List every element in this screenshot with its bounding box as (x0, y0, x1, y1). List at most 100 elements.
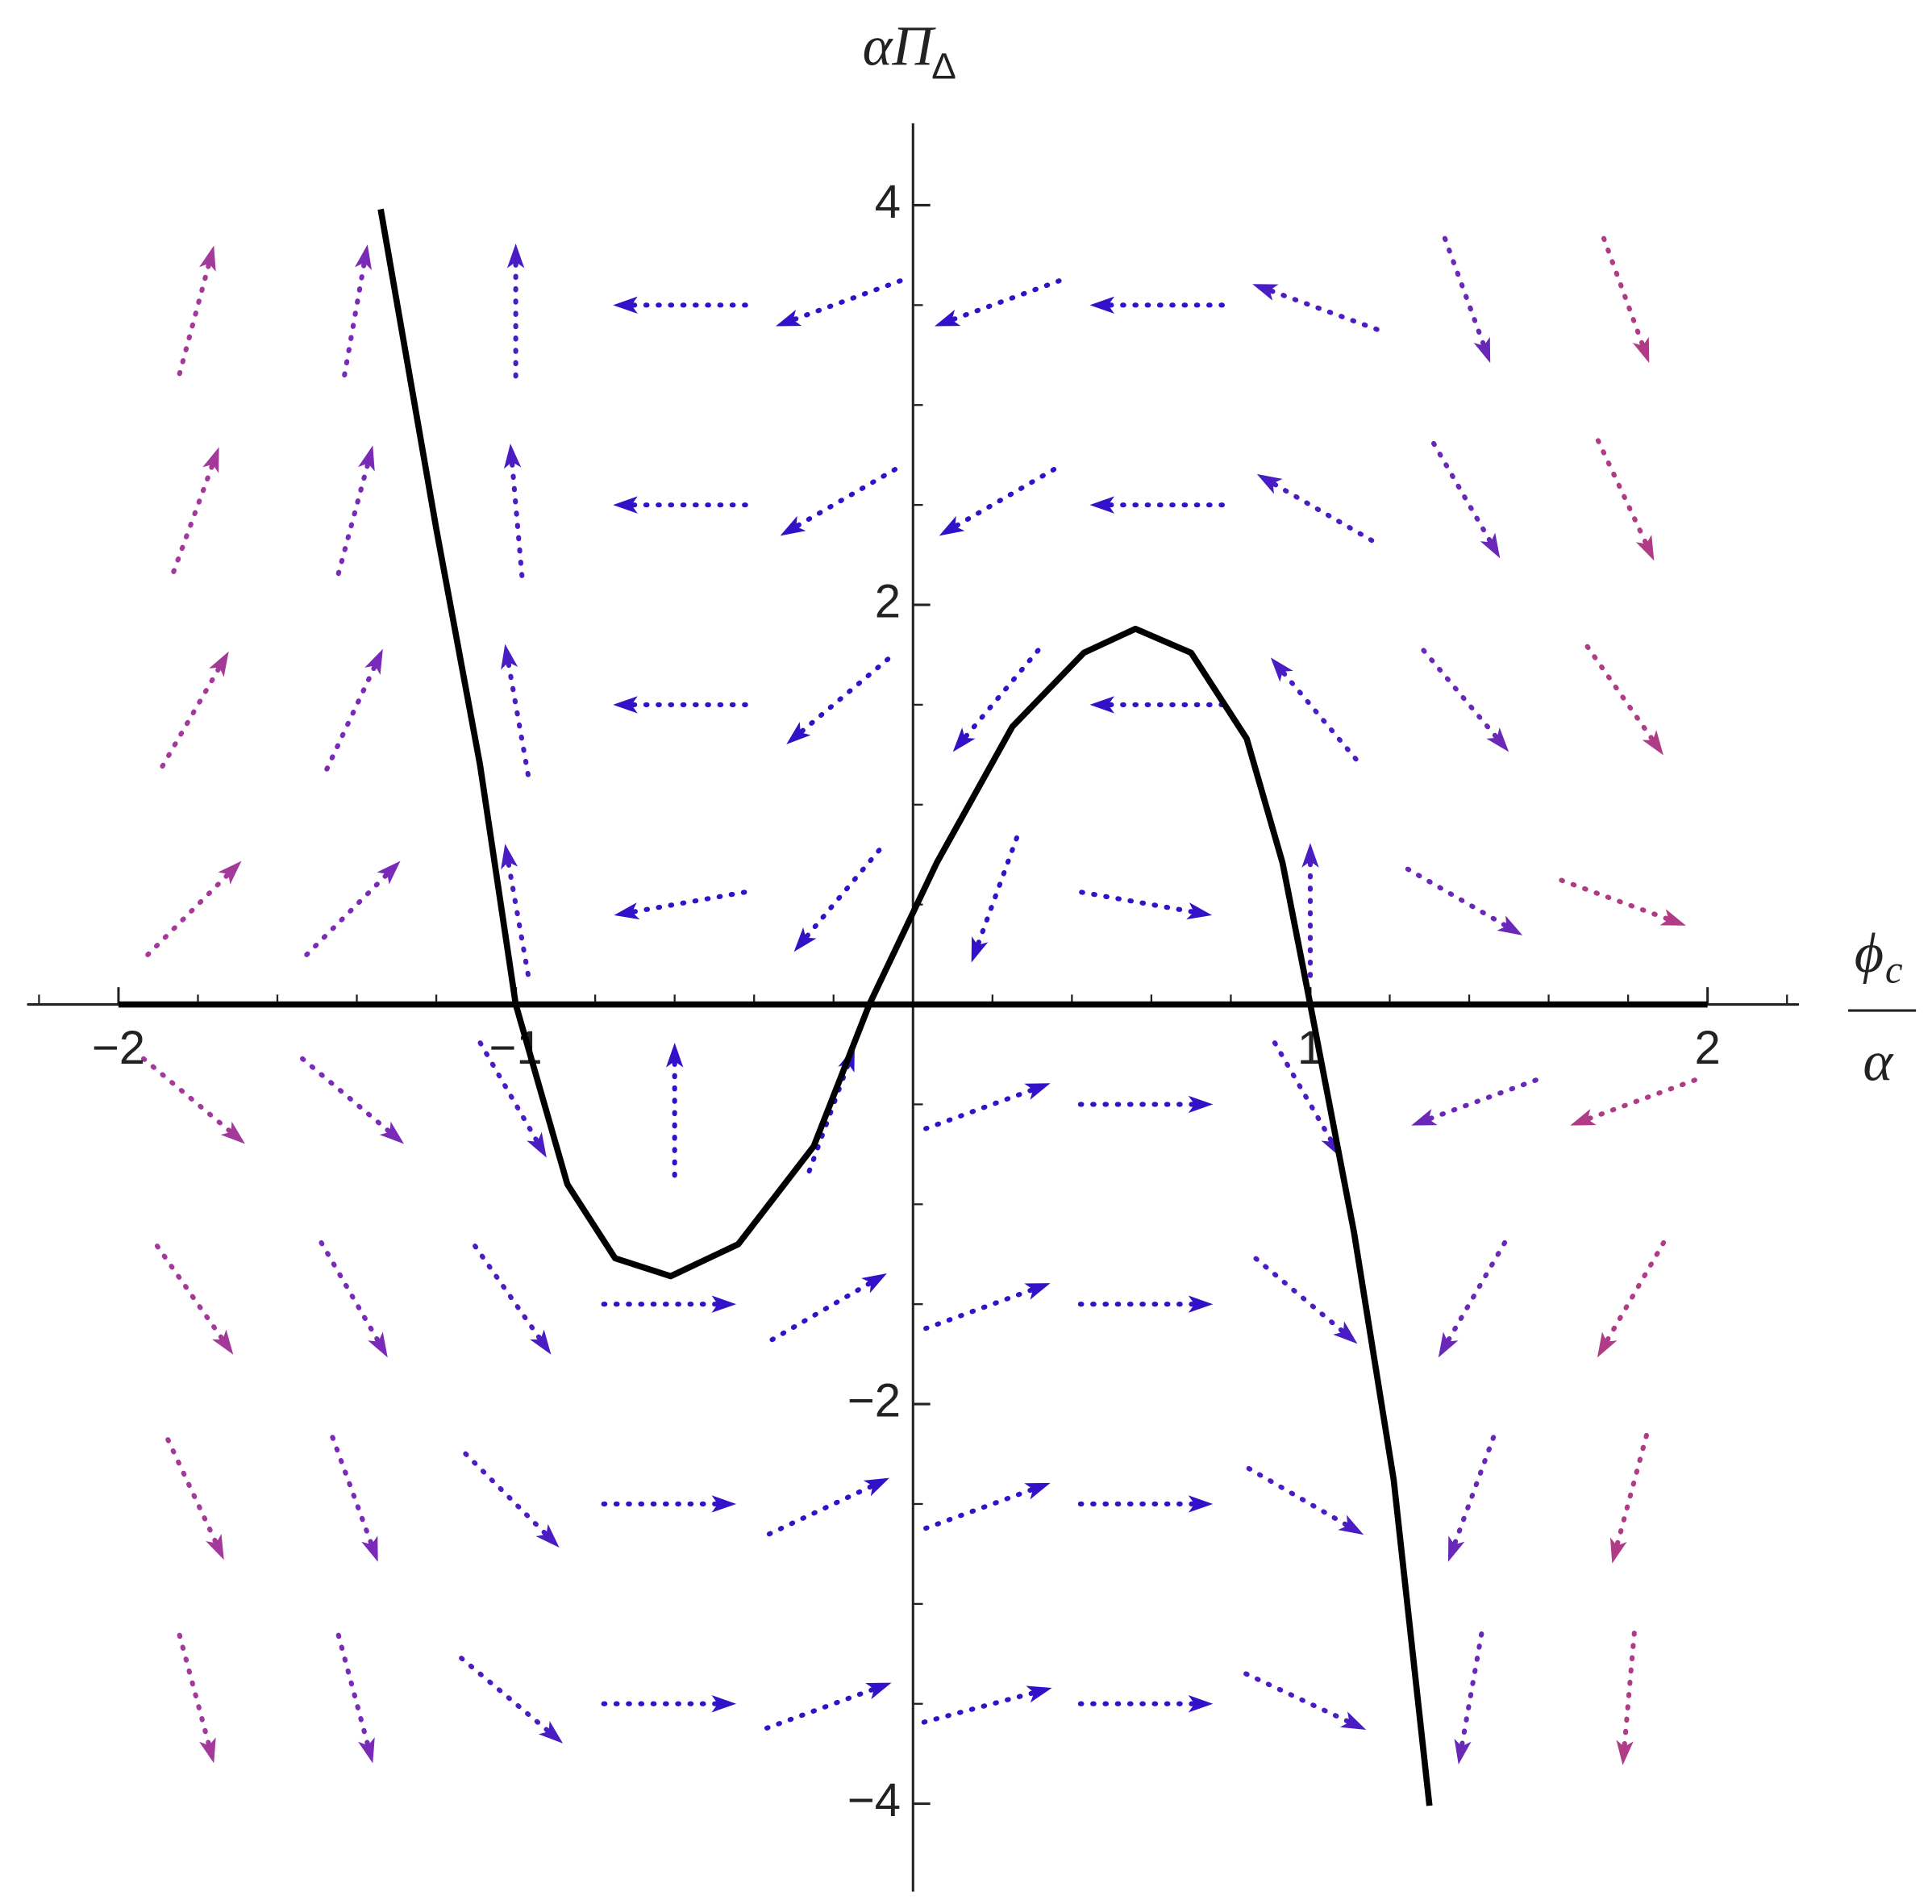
arrow-head (1256, 473, 1283, 494)
x-label-sub: c (1885, 947, 1903, 991)
stream-arrow (935, 278, 1062, 327)
stream-arrow (1077, 1095, 1214, 1114)
x-axis-label: ϕ c α (1848, 922, 1917, 1093)
arrow-head (863, 1477, 890, 1497)
arrow-head (613, 696, 638, 714)
stream-dots (1613, 1432, 1649, 1550)
stream-dots (1459, 1631, 1484, 1750)
arrow-head (1454, 1739, 1472, 1764)
arrow-head (1024, 1083, 1051, 1100)
stream-dots (789, 278, 903, 323)
stream-dots (154, 1244, 227, 1344)
stream-dots (923, 1286, 1037, 1331)
arrow-head (780, 515, 806, 536)
stream-arrow (1442, 235, 1491, 364)
arrow-head (1570, 1109, 1597, 1126)
x-tick-label: −2 (92, 1022, 145, 1074)
stream-dots (335, 1632, 371, 1749)
arrow-head (1616, 1739, 1634, 1765)
stream-dots (1603, 1239, 1667, 1345)
stream-arrow (793, 848, 882, 952)
arrow-head (1186, 902, 1213, 920)
arrow-head (1188, 1695, 1214, 1713)
stream-arrow (304, 860, 401, 957)
arrow-head (503, 444, 522, 469)
stream-dots (923, 1486, 1037, 1531)
stream-dots (1272, 1040, 1335, 1146)
arrow-head (1497, 915, 1523, 935)
stream-dots (177, 260, 212, 377)
arrow-head (1473, 336, 1491, 364)
stream-arrow (1256, 473, 1375, 544)
arrow-head (935, 309, 961, 327)
stream-dots (1430, 440, 1494, 546)
stream-arrow (300, 1056, 405, 1144)
stream-dots (1279, 668, 1359, 762)
nullcline (377, 208, 1433, 1806)
stream-arrow (330, 1435, 378, 1562)
arrow-head (1632, 336, 1650, 364)
stream-arrow (165, 1437, 224, 1560)
stream-dots (1269, 480, 1375, 544)
arrow-head (614, 902, 640, 920)
stream-dots (304, 870, 391, 957)
arrow-head (501, 844, 518, 870)
stream-dots (1444, 1239, 1508, 1345)
stream-dots (948, 278, 1062, 323)
stream-dots (1595, 438, 1650, 548)
stream-arrow (1270, 657, 1359, 762)
arrow-head (1438, 1331, 1459, 1358)
stream-arrow (1077, 1495, 1214, 1513)
stream-arrow (459, 1656, 564, 1744)
stream-arrow (613, 296, 748, 315)
arrow-head (361, 1535, 378, 1562)
stream-arrow (769, 1273, 887, 1343)
stream-arrow (1559, 877, 1686, 926)
stream-arrow (1301, 843, 1319, 978)
x-label-numerator: ϕ (1855, 922, 1884, 985)
arrow-head (506, 243, 525, 269)
stream-dots (1243, 1671, 1353, 1726)
stream-arrow (1595, 438, 1655, 561)
y-axis-label: αΠ Δ (863, 15, 956, 86)
arrow-head (1188, 1295, 1214, 1313)
y-tick-label: 4 (875, 176, 901, 228)
arrow-head (358, 1737, 375, 1764)
stream-arrow (1089, 296, 1225, 315)
y-tick-label: −4 (847, 1774, 901, 1827)
arrow-head (364, 648, 383, 675)
stream-dots (300, 1056, 393, 1135)
stream-arrow (1584, 644, 1663, 756)
arrow-head (1635, 535, 1655, 561)
stream-arrow (923, 1283, 1051, 1331)
stream-arrow (319, 1239, 388, 1358)
stream-arrow (154, 1244, 234, 1355)
stream-dots (145, 870, 232, 957)
stream-arrow (1570, 1077, 1697, 1126)
stream-arrow (665, 1043, 684, 1178)
stream-arrow (766, 1477, 890, 1537)
arrow-head (1642, 730, 1663, 756)
stream-dots (1584, 644, 1656, 744)
stream-arrow (923, 1482, 1051, 1531)
stream-dots (165, 1437, 219, 1547)
stream-arrow (503, 444, 525, 578)
stream-dots (324, 661, 378, 772)
stream-dots (477, 1040, 541, 1146)
arrow-head (530, 1329, 552, 1355)
arrow-head (613, 496, 638, 514)
arrow-head (220, 1121, 245, 1144)
stream-arrow (342, 244, 373, 378)
stream-dots (335, 459, 371, 577)
stream-arrow (764, 1682, 892, 1731)
stream-dots (473, 1244, 544, 1344)
stream-arrow (506, 243, 525, 379)
stream-arrow (1447, 1435, 1497, 1562)
arrow-head (1024, 1482, 1051, 1500)
arrow-head (354, 244, 373, 271)
stream-dots (1559, 877, 1672, 923)
stream-arrow (140, 1056, 245, 1144)
stream-arrow (177, 245, 216, 377)
stream-arrow (145, 860, 242, 957)
arrow-head (952, 727, 976, 752)
